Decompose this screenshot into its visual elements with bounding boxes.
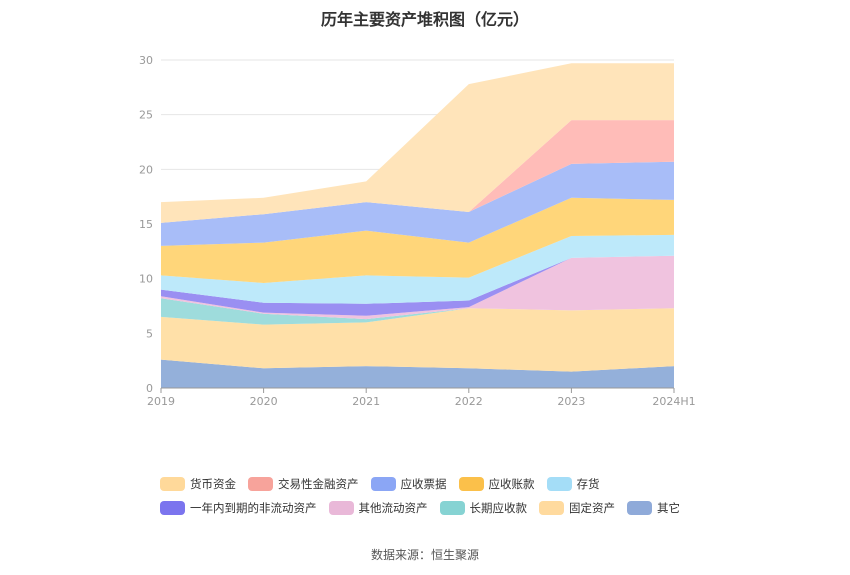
legend-swatch	[539, 501, 564, 515]
y-tick-label: 10	[139, 273, 153, 286]
y-tick-label: 0	[146, 382, 153, 395]
legend-item[interactable]: 一年内到期的非流动资产	[160, 500, 317, 516]
y-tick-label: 30	[139, 54, 153, 67]
legend-item[interactable]: 货币资金	[160, 476, 236, 492]
area-series-6	[161, 197, 674, 283]
legend-swatch	[627, 501, 652, 515]
area-series-3	[161, 255, 674, 320]
y-tick-label: 20	[139, 163, 153, 176]
legend-item[interactable]: 固定资产	[539, 500, 615, 516]
area-series-7	[161, 161, 674, 246]
legend-item[interactable]: 存货	[546, 476, 600, 492]
legend-label: 其他流动资产	[358, 501, 428, 515]
legend-swatch	[458, 477, 484, 491]
x-tick-label: 2019	[147, 395, 175, 408]
area-series-4	[161, 255, 674, 316]
area-series-0	[161, 359, 674, 388]
legend-item[interactable]: 其他流动资产	[328, 500, 428, 516]
legend-label: 其它	[657, 501, 680, 515]
x-tick-label: 2020	[250, 395, 278, 408]
area-series-1	[161, 308, 674, 372]
area-series-5	[161, 234, 674, 304]
x-tick-label: 2022	[455, 395, 483, 408]
area-series-9	[161, 63, 674, 223]
y-tick-label: 25	[139, 109, 153, 122]
legend-swatch	[248, 477, 273, 491]
x-tick-label: 2024H1	[652, 395, 695, 408]
legend-swatch	[370, 477, 396, 491]
data-source-note: 数据来源：恒生聚源	[370, 548, 479, 562]
legend-swatch	[160, 477, 185, 491]
legend-swatch	[439, 501, 465, 515]
legend-item[interactable]: 长期应收款	[439, 500, 528, 516]
legend-label: 存货	[576, 477, 600, 491]
legend-label: 应收账款	[488, 477, 535, 491]
legend-label: 一年内到期的非流动资产	[190, 501, 317, 515]
y-tick-label: 5	[146, 327, 153, 340]
legend-row: 一年内到期的非流动资产 其他流动资产 长期应收款 固定资产 其它	[160, 496, 720, 520]
legend-label: 应收票据	[400, 477, 447, 491]
legend-swatch	[546, 477, 572, 491]
legend-swatch	[328, 501, 354, 515]
chart-title: 历年主要资产堆积图（亿元）	[320, 10, 529, 29]
x-tick-label: 2021	[352, 395, 380, 408]
legend-label: 交易性金融资产	[278, 477, 359, 491]
legend-label: 固定资产	[569, 501, 615, 515]
legend-item[interactable]: 应收账款	[458, 476, 535, 492]
legend-swatch	[160, 501, 185, 515]
legend-item[interactable]: 交易性金融资产	[248, 476, 359, 492]
legend-row: 货币资金 交易性金融资产 应收票据 应收账款 存货	[160, 472, 720, 496]
stacked-areas	[161, 63, 674, 388]
area-series-2	[161, 298, 674, 325]
legend-label: 长期应收款	[469, 501, 528, 515]
axes: 0 5 10 15 20 25 30 2019 2020 2021 2022 2023 2024H1	[139, 54, 696, 408]
legend: 货币资金 交易性金融资产 应收票据 应收账款 存货一年内到期的非流动资产 其他流动资产 长期…	[160, 472, 720, 520]
legend-item[interactable]: 应收票据	[370, 476, 447, 492]
area-series-8	[161, 120, 674, 223]
y-tick-label: 15	[139, 218, 153, 231]
legend-item[interactable]: 其它	[627, 500, 680, 516]
x-tick-label: 2023	[557, 395, 585, 408]
legend-label: 货币资金	[190, 477, 236, 491]
